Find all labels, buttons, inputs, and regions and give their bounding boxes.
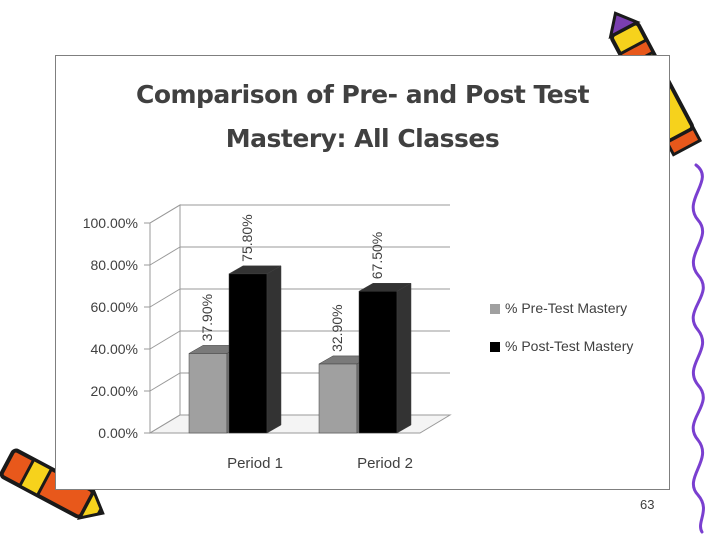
bar-pre-period-1 xyxy=(188,353,228,434)
bar-pre-period-2 xyxy=(318,363,358,434)
squiggle-line xyxy=(691,163,705,534)
y-tick-label: 40.00% xyxy=(91,341,138,357)
y-tick-label: 60.00% xyxy=(91,299,138,315)
data-label: 67.50% xyxy=(369,232,385,279)
legend-label-pre: % Pre-Test Mastery xyxy=(505,300,628,316)
gridline xyxy=(149,288,450,308)
pencil-icon xyxy=(0,448,105,521)
y-tick-label: 100.00% xyxy=(83,215,138,231)
legend-swatch-post xyxy=(490,342,500,352)
data-label: 32.90% xyxy=(329,304,345,351)
page-number: 63 xyxy=(640,497,655,512)
side-wall xyxy=(149,204,181,434)
data-label: 37.90% xyxy=(199,294,215,341)
bar-post-period-1 xyxy=(228,273,268,434)
chart-title-line-1: Comparison of Pre- and Post Test xyxy=(135,80,590,109)
y-tick-label: 80.00% xyxy=(91,257,138,273)
y-tick-label: 20.00% xyxy=(91,383,138,399)
x-tick-label: Period 2 xyxy=(357,455,413,472)
data-label: 75.80% xyxy=(239,214,255,261)
bar-post-period-2 xyxy=(358,291,398,434)
chart-title-line-2: Mastery: All Classes xyxy=(225,124,500,153)
bar-side-face xyxy=(396,282,412,434)
y-tick-label: 0.00% xyxy=(98,425,138,441)
legend-label-post: % Post-Test Mastery xyxy=(505,338,634,354)
gridline xyxy=(149,204,450,224)
legend-swatch-pre xyxy=(490,304,500,314)
gridline xyxy=(149,246,450,266)
bar-side-face xyxy=(266,265,282,434)
x-tick-label: Period 1 xyxy=(227,455,283,472)
